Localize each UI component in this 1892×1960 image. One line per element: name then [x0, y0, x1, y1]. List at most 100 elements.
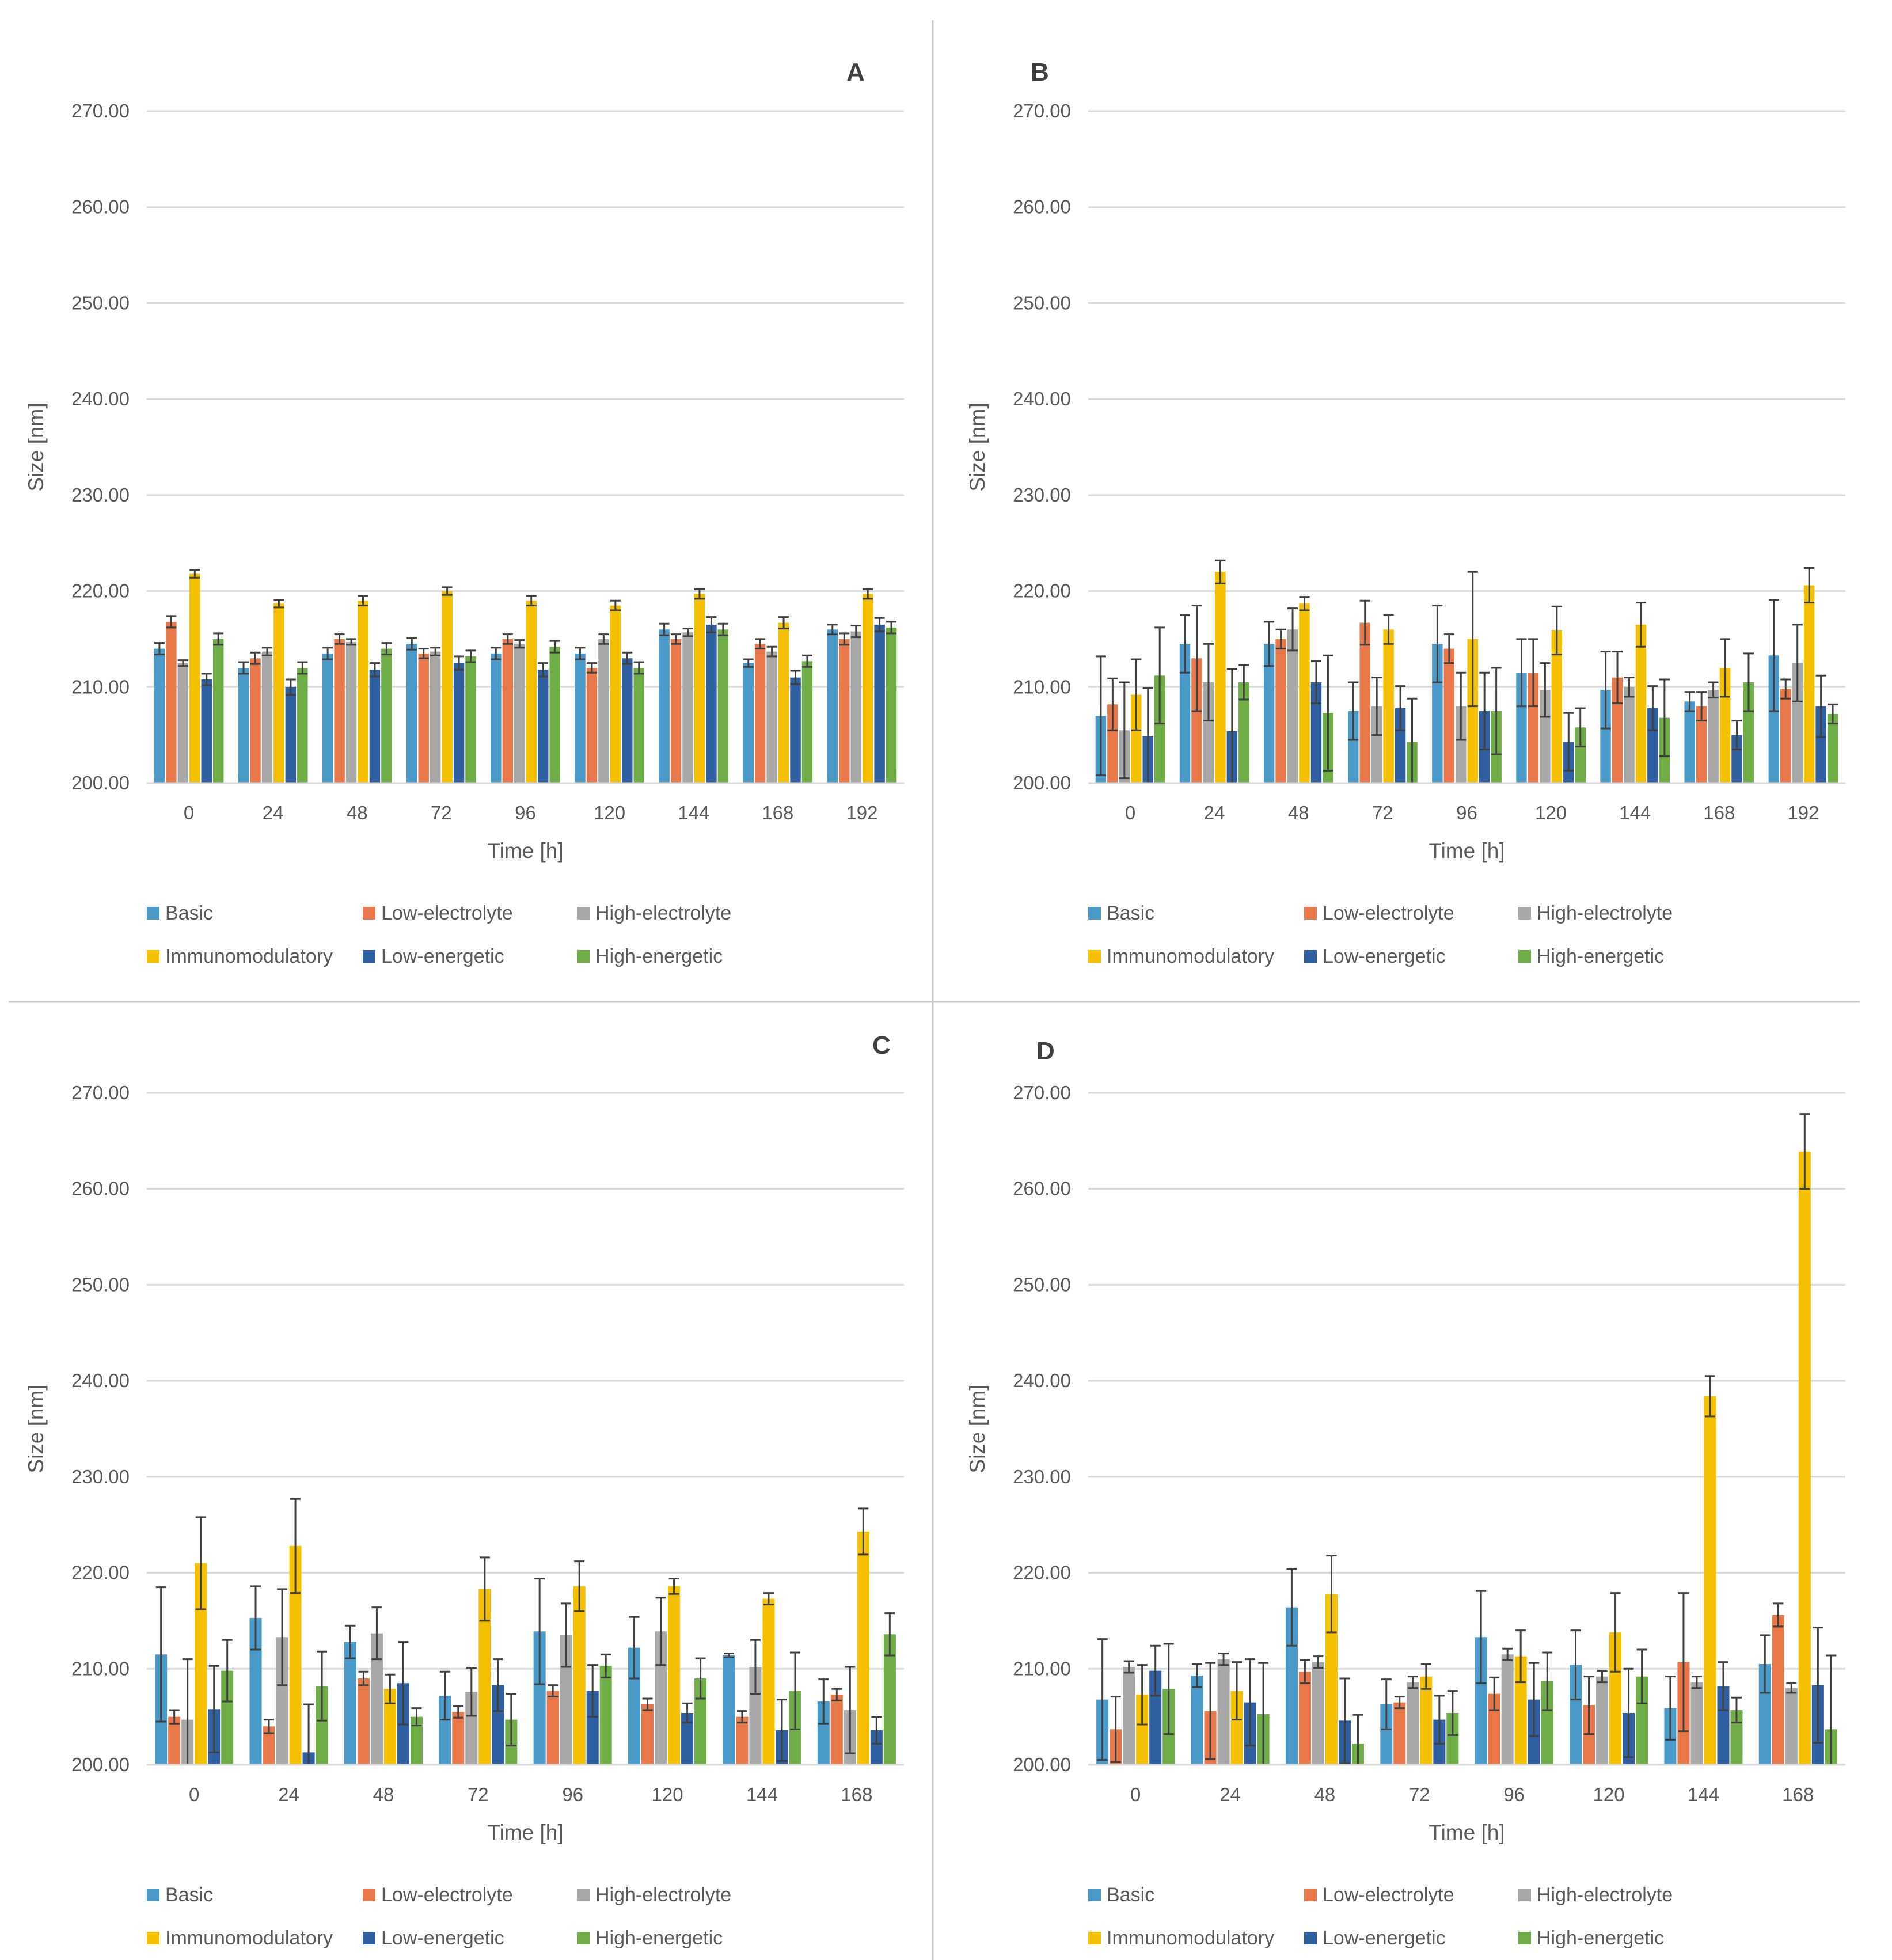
bar-immunomodulatory	[1704, 1396, 1716, 1765]
bar-immunomodulatory	[862, 594, 873, 783]
bar-high-energetic	[801, 661, 813, 783]
legend-item-high-electrolyte: High-electrolyte	[577, 902, 731, 924]
error-bar	[629, 1616, 640, 1680]
x-tick-label: 144	[746, 1784, 778, 1805]
error-bar	[514, 639, 525, 649]
error-bar	[195, 1516, 206, 1610]
bar-immunomodulatory	[1635, 624, 1647, 783]
error-bar	[884, 1612, 895, 1657]
error-bar	[411, 1707, 422, 1727]
legend-item-immunomodulatory: Immunomodulatory	[1088, 945, 1274, 967]
y-tick-label: 260.00	[71, 1178, 130, 1199]
error-bar	[1570, 1629, 1581, 1701]
x-axis-title: Time [h]	[1429, 1821, 1505, 1844]
bar-low-energetic	[1310, 682, 1322, 783]
bar-high-energetic	[1730, 1710, 1743, 1765]
legend-swatch	[1518, 1932, 1531, 1944]
legend-label: High-energetic	[595, 945, 723, 967]
error-bar	[346, 638, 357, 646]
error-bar	[1180, 614, 1191, 674]
error-bar	[1107, 677, 1118, 731]
error-bar	[610, 599, 621, 611]
error-bar	[1828, 703, 1838, 725]
legend-swatch	[1304, 907, 1317, 920]
error-bar	[1287, 607, 1298, 652]
error-bar	[1659, 678, 1670, 757]
legend-label: Low-energetic	[1323, 1927, 1446, 1949]
bar-immunomodulatory	[195, 1563, 207, 1765]
error-bar	[827, 624, 838, 636]
bar-low-electrolyte	[1443, 648, 1455, 783]
error-bar	[1326, 1555, 1337, 1634]
y-tick-label: 230.00	[71, 484, 130, 506]
x-tick-label: 96	[562, 1784, 583, 1805]
error-bar	[776, 1699, 787, 1762]
error-bar	[1286, 1568, 1297, 1647]
bar-low-electrolyte	[1583, 1705, 1595, 1765]
error-bar	[1563, 712, 1574, 772]
error-bar	[345, 1624, 356, 1659]
legend-label: Low-electrolyte	[381, 1884, 513, 1906]
bar-low-energetic	[681, 1712, 694, 1765]
error-bar	[406, 637, 417, 651]
bar-low-electrolyte	[546, 1691, 559, 1765]
bar-immunomodulatory	[383, 1689, 396, 1765]
error-bar	[655, 1597, 666, 1666]
bar-low-electrolyte	[586, 667, 598, 783]
legend-label: Low-energetic	[1323, 945, 1446, 967]
error-bar	[778, 616, 789, 630]
bar-basic	[322, 653, 333, 783]
bar-high-electrolyte	[682, 632, 693, 783]
bar-low-energetic	[1149, 1670, 1162, 1765]
x-tick-label: 24	[278, 1784, 299, 1805]
error-bar	[1095, 655, 1106, 777]
y-tick-label: 270.00	[71, 100, 130, 121]
error-bar	[502, 633, 513, 645]
chart-panel-d: D 200.00 210.00 220.00 230.00 240.00 250.00 260…	[966, 1037, 1845, 1949]
error-bar	[587, 1664, 598, 1718]
error-bar	[358, 1670, 369, 1686]
bar-high-electrolyte	[598, 639, 609, 783]
legend-swatch	[1088, 907, 1101, 920]
error-bar	[155, 1586, 166, 1723]
bar-low-energetic	[1717, 1686, 1730, 1765]
bar-low-energetic	[874, 624, 885, 783]
x-tick-label: 48	[373, 1784, 394, 1805]
legend-swatch	[363, 950, 375, 963]
error-bar	[264, 1719, 275, 1734]
error-bar	[465, 649, 476, 663]
bar-immunomodulatory	[1136, 1695, 1149, 1765]
y-tick-label: 270.00	[1013, 1082, 1071, 1103]
error-bar	[1299, 596, 1310, 611]
bar-immunomodulatory	[778, 622, 789, 783]
x-tick-label: 72	[431, 802, 452, 823]
error-bar	[668, 1578, 679, 1595]
error-bar	[1773, 1602, 1784, 1628]
legend-item-basic: Basic	[147, 1884, 213, 1906]
error-bar	[1119, 681, 1130, 780]
error-bar	[723, 1653, 734, 1658]
error-bar	[154, 642, 165, 656]
error-bar	[1502, 1647, 1513, 1661]
error-bar	[189, 569, 200, 579]
bar-high-energetic	[883, 1634, 896, 1765]
bar-low-electrolyte	[1772, 1615, 1784, 1765]
error-bar	[534, 1578, 545, 1685]
y-tick-label: 210.00	[1013, 676, 1071, 697]
error-bar	[1542, 1651, 1553, 1711]
error-bar	[506, 1693, 516, 1747]
error-bar	[863, 588, 873, 600]
bar-low-energetic	[1815, 706, 1826, 783]
error-bar	[839, 632, 850, 646]
bar-high-electrolyte	[1708, 690, 1719, 783]
error-bar	[430, 647, 441, 656]
legend-item-immunomodulatory: Immunomodulatory	[147, 1927, 333, 1949]
y-tick-label: 260.00	[71, 196, 130, 218]
error-bar	[169, 1709, 180, 1725]
bar-high-energetic	[1154, 675, 1165, 783]
error-bar	[213, 632, 224, 646]
bar-low-electrolyte	[250, 658, 261, 783]
error-bar	[642, 1697, 653, 1711]
bar-high-energetic	[694, 1678, 707, 1765]
